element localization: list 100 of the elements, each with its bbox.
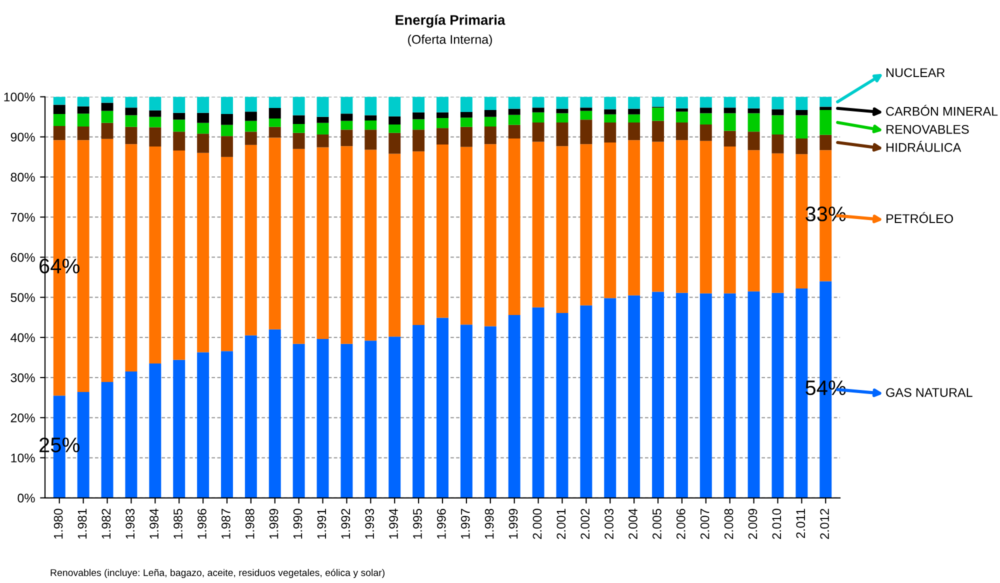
bar [244, 96, 257, 112]
x-tick-label: 1.988 [245, 508, 254, 539]
bar [748, 132, 760, 150]
bar [796, 96, 808, 110]
bar [412, 112, 425, 120]
bar [388, 96, 401, 116]
bar [149, 146, 162, 364]
bar [628, 96, 640, 109]
bar [268, 118, 281, 127]
x-tick-label: 2.008 [724, 508, 734, 539]
bar [101, 96, 114, 103]
bar [772, 292, 784, 498]
x-tick-label: 1.985 [174, 508, 182, 539]
bar [340, 344, 353, 498]
x-tick-label: 1.998 [484, 508, 494, 539]
x-tick-label: 2.004 [628, 508, 638, 539]
bar [388, 116, 401, 124]
bar [149, 116, 162, 128]
bar [556, 96, 568, 109]
bar [292, 96, 305, 116]
y-tick-label: 70% [10, 212, 35, 222]
bar [484, 144, 496, 326]
bar [364, 96, 377, 116]
x-tick-label: 1.999 [508, 508, 518, 539]
bar [532, 108, 544, 112]
y-tick-label: 90% [10, 132, 35, 142]
bar [628, 114, 640, 122]
bar [532, 112, 544, 122]
bar [173, 112, 186, 120]
bar [460, 146, 472, 325]
bar [77, 96, 90, 106]
bar [484, 110, 496, 117]
bar [173, 360, 186, 498]
x-tick-label: 1.982 [102, 508, 111, 539]
bar [244, 120, 257, 132]
y-tick-label: 30% [10, 373, 35, 382]
bar [125, 96, 138, 108]
legend-label: CARBÓN MINERAL [886, 104, 998, 116]
bar [676, 112, 688, 122]
bar [676, 108, 688, 112]
x-tick-label: 1.984 [150, 508, 159, 539]
bar [724, 96, 736, 108]
bar [508, 96, 520, 109]
bar [460, 118, 472, 127]
bar [125, 144, 138, 372]
bar [412, 119, 425, 130]
legend-label: HIDRÁULICA [886, 140, 962, 152]
bar [436, 144, 448, 318]
bar [484, 326, 496, 498]
bar [364, 150, 377, 341]
bar [268, 96, 281, 108]
bar [197, 96, 210, 113]
legend-label: RENOVABLES [886, 124, 969, 134]
bar [53, 114, 66, 126]
bar [125, 372, 138, 498]
x-tick-label: 1.991 [317, 508, 326, 539]
bar [388, 154, 401, 337]
bar [508, 138, 520, 315]
y-tick-label: 20% [10, 413, 35, 422]
y-tick-label: 80% [10, 172, 35, 182]
bar [316, 134, 329, 148]
bar [724, 146, 736, 294]
bar [748, 150, 760, 292]
bar [820, 106, 832, 110]
bar [556, 312, 568, 498]
y-tick-label: 100% [4, 92, 35, 102]
bar [580, 144, 592, 306]
bar [412, 325, 425, 498]
bar [436, 128, 448, 145]
bar [125, 126, 138, 144]
bar [700, 108, 712, 114]
bar [652, 96, 664, 107]
bar [748, 108, 760, 114]
bar [244, 335, 257, 498]
bar [197, 352, 210, 498]
bar [676, 292, 688, 498]
bar [460, 126, 472, 147]
bar [388, 132, 401, 154]
bar [340, 146, 353, 344]
bar [652, 120, 664, 142]
bar [125, 115, 138, 127]
bar [460, 112, 472, 118]
x-tick-label: 2.000 [532, 508, 542, 539]
bar [340, 114, 353, 121]
bar [628, 140, 640, 296]
x-tick-label: 2.012 [820, 508, 829, 539]
bar [53, 96, 66, 105]
bar [580, 96, 592, 108]
bar [101, 122, 114, 139]
chart-subtitle: (Oferta Interna) [408, 34, 492, 46]
legend-label: GAS NATURAL [886, 388, 972, 397]
bar [244, 112, 257, 121]
bar [149, 127, 162, 147]
bar [724, 293, 736, 498]
bar [700, 293, 712, 498]
bar [604, 122, 616, 143]
bar [101, 138, 114, 382]
bar [221, 351, 233, 498]
bar [101, 102, 114, 111]
bar [412, 151, 425, 326]
